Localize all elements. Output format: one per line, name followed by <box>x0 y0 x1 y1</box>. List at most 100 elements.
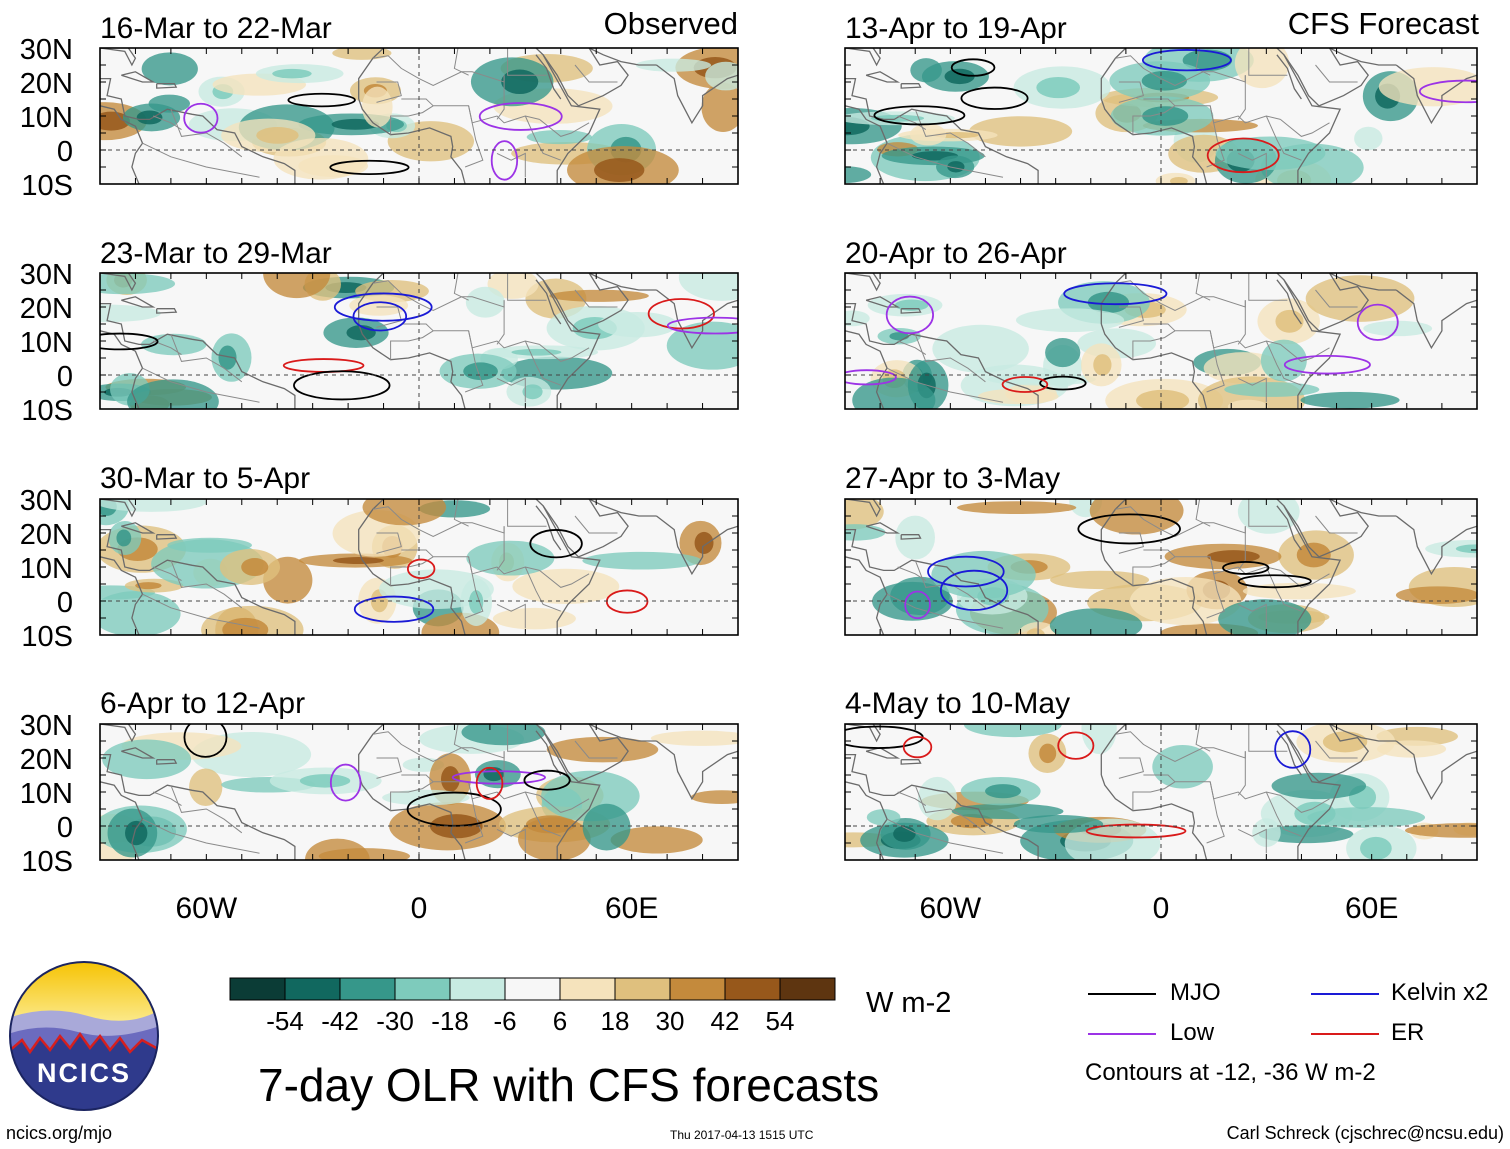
colorbar-swatch <box>614 977 671 1001</box>
coastline <box>535 54 562 100</box>
country-border <box>1248 499 1288 527</box>
olr-anomaly-core <box>511 348 562 356</box>
coastline <box>121 522 156 534</box>
coastline <box>588 499 657 517</box>
contour-ring <box>475 766 504 800</box>
country-border <box>1315 515 1358 534</box>
logo-text: NCICS <box>37 1058 131 1088</box>
lat-label: 30N <box>20 710 73 742</box>
coastline <box>100 499 137 518</box>
panel-date-label: 13-Apr to 19-Apr <box>845 12 1067 45</box>
country-border <box>376 306 402 328</box>
country-border <box>496 828 526 854</box>
olr-anomaly-core <box>1360 836 1392 860</box>
contour-ring <box>1077 513 1181 545</box>
lat-label: 10N <box>20 102 73 134</box>
legend-line-kelvin <box>1311 992 1379 995</box>
contour-ring <box>287 92 356 108</box>
country-border <box>507 499 547 527</box>
olr-anomaly-core <box>1275 309 1304 333</box>
lat-label: 10S <box>21 170 73 202</box>
olr-anomaly-core <box>463 362 498 381</box>
country-border <box>372 55 505 86</box>
coastline <box>1315 183 1318 184</box>
map-panel: 13-Apr to 19-Apr <box>844 12 1478 185</box>
colorbar-tick-label: 54 <box>766 1006 795 1035</box>
map-panel: 30-Mar to 5-Apr <box>99 462 739 636</box>
olr-anomaly-core <box>272 68 312 79</box>
contour-ring <box>1206 137 1280 174</box>
country-border <box>897 566 927 582</box>
olr-anomaly <box>650 730 738 746</box>
colorbar-swatch <box>559 977 616 1001</box>
coastline <box>865 522 901 534</box>
country-border <box>390 781 434 811</box>
country-border <box>1118 532 1145 554</box>
olr-anomaly-core <box>1087 291 1130 314</box>
country-border <box>507 724 547 752</box>
coastline <box>865 296 901 308</box>
legend-line-low <box>1088 1032 1156 1035</box>
panel-date-label: 20-Apr to 26-Apr <box>845 237 1067 270</box>
country-border <box>1248 48 1288 76</box>
coastline <box>542 499 629 558</box>
olr-anomaly-core <box>1296 542 1331 568</box>
coastline <box>1276 730 1302 776</box>
contour-ring <box>1001 376 1049 393</box>
country-border <box>376 532 402 554</box>
coastline <box>121 747 156 759</box>
coastline <box>1329 273 1397 291</box>
colorbar-tick-label: -42 <box>321 1006 359 1035</box>
olr-anomaly <box>968 116 1073 147</box>
olr-anomaly <box>349 295 409 316</box>
coastline <box>100 724 137 743</box>
coastline <box>1100 724 1342 860</box>
olr-anomaly <box>461 724 546 746</box>
olr-anomaly <box>932 324 1029 373</box>
contour-ring <box>478 102 563 131</box>
olr-anomaly-core <box>1182 49 1233 72</box>
coastline <box>1276 505 1302 551</box>
olr-anomaly <box>598 311 678 338</box>
coastline <box>535 279 562 325</box>
contour-ring <box>100 332 159 351</box>
country-border <box>1237 526 1246 571</box>
contour-ring <box>490 140 519 181</box>
country-border <box>1206 556 1225 619</box>
coastline <box>588 48 657 66</box>
country-border <box>1265 566 1302 612</box>
lat-label: 10S <box>21 621 73 653</box>
olr-anomaly <box>635 58 712 72</box>
contour-ring <box>523 769 571 791</box>
contour-ring <box>1237 574 1312 589</box>
coastline <box>845 528 1039 635</box>
olr-anomaly <box>382 789 470 806</box>
legend-line-mjo <box>1088 992 1156 995</box>
country-border <box>1115 55 1246 86</box>
country-border <box>524 340 561 386</box>
coastline <box>100 105 144 184</box>
country-border <box>1132 105 1176 135</box>
country-border <box>539 344 590 362</box>
country-border <box>1237 603 1267 629</box>
lat-label: 30N <box>20 259 73 291</box>
lat-label: 0 <box>57 812 73 844</box>
country-border <box>1280 570 1330 588</box>
olr-anomaly-core <box>1026 628 1045 635</box>
source-url[interactable]: ncics.org/mjo <box>6 1123 113 1143</box>
country-border <box>496 603 526 629</box>
contour-ring <box>845 369 897 386</box>
coastline <box>100 48 137 67</box>
country-border <box>1280 795 1330 813</box>
olr-anomaly <box>1152 745 1213 789</box>
contour-ring <box>666 316 738 335</box>
olr-anomaly-core <box>522 384 543 400</box>
lat-label: 20N <box>20 293 73 325</box>
olr-anomaly-core <box>594 158 645 182</box>
legend-low: Low <box>1088 1019 1214 1047</box>
olr-anomaly <box>917 776 958 821</box>
olr-anomaly-core <box>222 617 269 635</box>
country-border <box>1115 506 1246 537</box>
country-border <box>496 526 505 571</box>
coastline <box>1100 323 1208 409</box>
